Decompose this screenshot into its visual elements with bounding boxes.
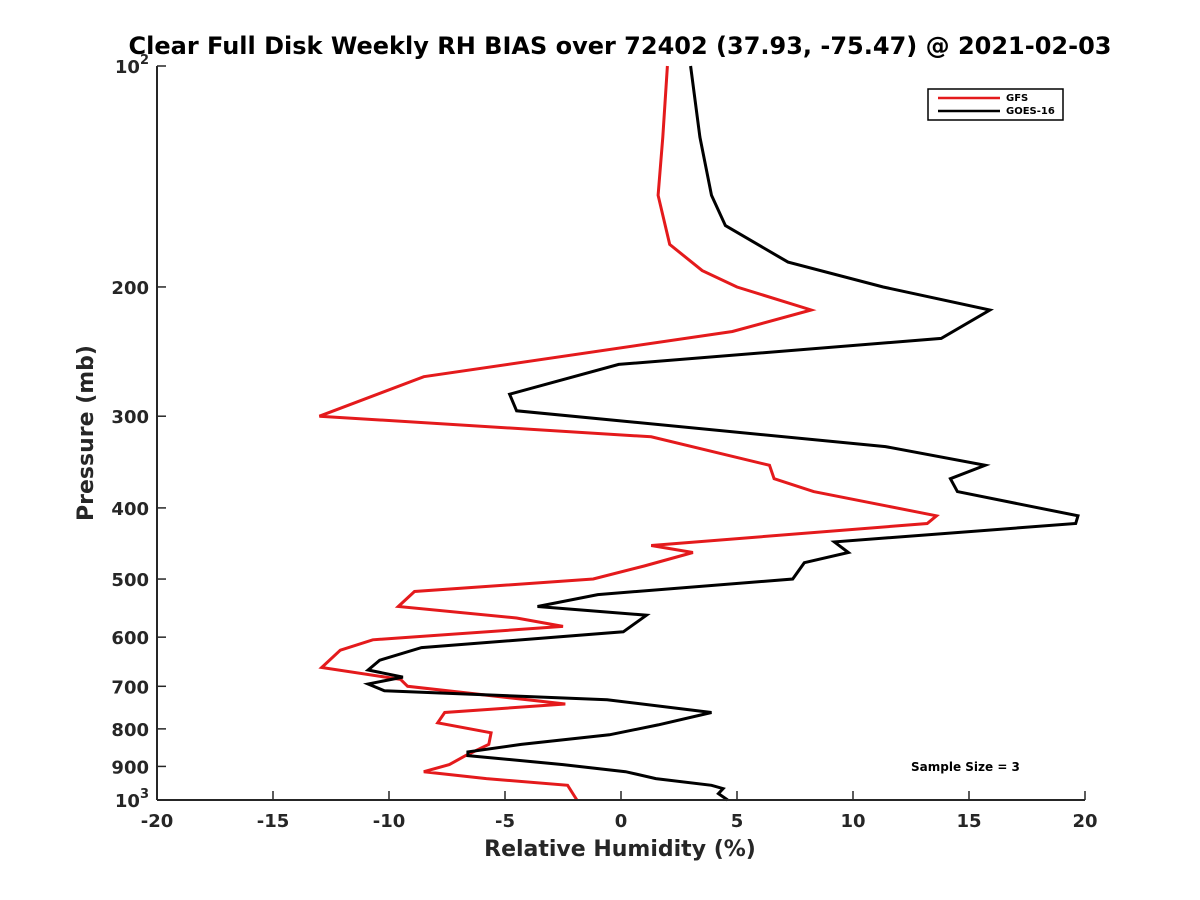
x-tick-label: 0 (615, 811, 628, 832)
y-tick-label-base: 10 (115, 57, 140, 78)
x-tick-label: 20 (1072, 811, 1097, 832)
x-axis: -20 -15 -10 -5 0 5 10 15 20 (141, 791, 1098, 832)
x-tick-label: -20 (141, 811, 174, 832)
y-tick-label-base: 400 (111, 499, 149, 520)
y-tick-label: 300 (111, 407, 149, 428)
series-line-goes16 (362, 65, 1080, 802)
y-tick-label: 500 (111, 570, 149, 591)
x-tick-label: -5 (495, 811, 515, 832)
series-layer (318, 65, 1080, 802)
y-tick-label-base: 700 (111, 677, 149, 698)
legend: GFS GOES-16 (927, 88, 1064, 121)
sample-size-annotation: Sample Size = 3 (911, 760, 1020, 774)
plot-area (157, 66, 1085, 800)
y-tick-label-base: 800 (111, 720, 149, 741)
legend-box (927, 88, 1064, 121)
series-line-gfs (318, 65, 940, 801)
y-tick-label: 700 (111, 677, 149, 698)
y-axis-label: Pressure (mb) (74, 345, 99, 521)
x-tick-label: -10 (373, 811, 406, 832)
x-tick-label: -15 (257, 811, 290, 832)
x-tick-label: 10 (840, 811, 865, 832)
x-axis-label: Relative Humidity (%) (484, 837, 756, 862)
y-tick-label-exponent: 3 (140, 787, 149, 802)
y-tick-label: 103 (115, 787, 149, 812)
y-tick-label-base: 300 (111, 407, 149, 428)
legend-label-goes16: GOES-16 (1006, 106, 1055, 117)
chart-title: Clear Full Disk Weekly RH BIAS over 7240… (129, 32, 1112, 60)
y-tick-label: 800 (111, 720, 149, 741)
y-tick-label-base: 500 (111, 570, 149, 591)
y-tick-label: 400 (111, 499, 149, 520)
y-tick-label: 200 (111, 278, 149, 299)
y-tick-label-base: 10 (115, 791, 140, 812)
x-tick-label: 5 (731, 811, 744, 832)
y-tick-label-base: 600 (111, 628, 149, 649)
y-tick-label-base: 900 (111, 757, 149, 778)
x-tick-label: 15 (956, 811, 981, 832)
legend-label-gfs: GFS (1006, 93, 1028, 104)
y-tick-label: 900 (111, 757, 149, 778)
y-tick-label: 600 (111, 628, 149, 649)
y-tick-label-exponent: 2 (140, 53, 149, 68)
y-tick-label: 102 (115, 53, 149, 78)
y-tick-label-base: 200 (111, 278, 149, 299)
